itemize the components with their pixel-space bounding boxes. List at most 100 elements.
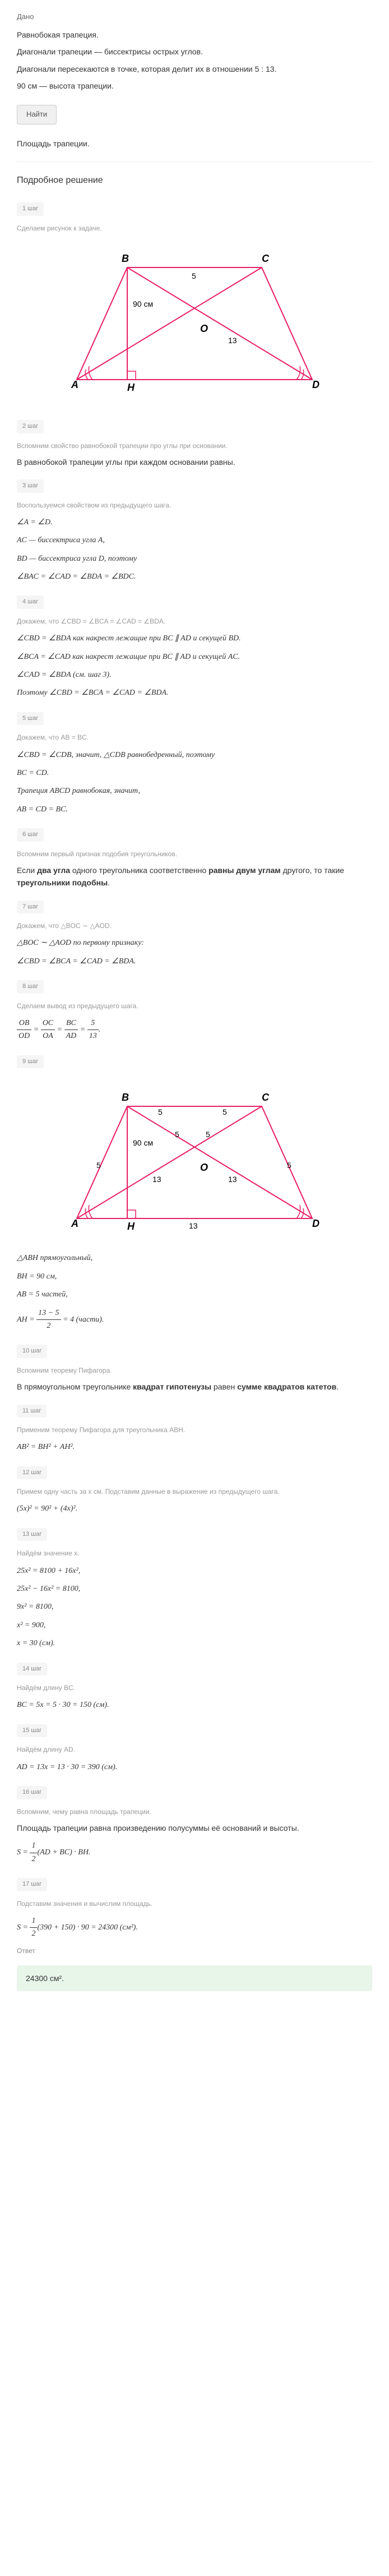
formula: ∠CAD = ∠BDA (см. шаг 3). [17,669,372,681]
svg-text:5: 5 [96,1161,101,1170]
formula: ∠BAC = ∠CAD = ∠BDA = ∠BDC. [17,571,372,583]
formula: AD = 13x = 13 · 30 = 390 (см). [17,1761,372,1774]
svg-text:O: O [200,1162,208,1173]
formula: Поэтому ∠CBD = ∠BCA = ∠CAD = ∠BDA. [17,687,372,699]
step-badge: 9 шаг [17,1055,44,1069]
step-badge: 8 шаг [17,980,44,994]
step-hint: Найдём значение x. [17,1548,372,1559]
formula: AC — биссектриса угла A, [17,534,372,547]
step-hint: Вспомним первый признак подобия треуголь… [17,849,372,860]
given-line: 90 см — высота трапеции. [17,80,372,92]
formula: BD — биссектриса угла D, поэтому [17,553,372,565]
formula: ∠CBD = ∠BCA = ∠CAD = ∠BDA. [17,955,372,968]
step-hint: Докажем, что AB = BC. [17,732,372,743]
step-hint: Воспользуемся свойством из предыдущего ш… [17,500,372,511]
find-button[interactable]: Найти [17,105,57,124]
formula: △BOC ∼ △AOD по первому признаку: [17,937,372,949]
step-hint: Применим теорему Пифагора для треугольни… [17,1425,372,1435]
formula: ∠A = ∠D. [17,516,372,529]
step-badge: 2 шаг [17,420,44,433]
formula: ∠CBD = ∠BDA как накрест лежащие при BC ∥… [17,633,372,645]
step-hint: Вспомним, чему равна площадь трапеции. [17,1807,372,1817]
step-badge: 12 шаг [17,1466,47,1480]
step-badge: 16 шаг [17,1786,47,1799]
formula: AB = 5 частей, [17,1289,372,1301]
step-hint: Сделаем рисунок к задаче. [17,223,372,234]
step-badge: 3 шаг [17,479,44,493]
step-hint: Найдём длину AD. [17,1744,372,1755]
svg-text:13: 13 [228,1175,237,1184]
formula: AB = CD = BC. [17,804,372,816]
formula: S = 12(AD + BC) · BH. [17,1840,372,1866]
svg-text:5: 5 [175,1130,179,1139]
svg-text:O: O [200,323,208,334]
formula: BC = CD. [17,767,372,779]
formula: AB² = BH² + AH². [17,1441,372,1453]
answer-label: Ответ [17,1946,372,1956]
trapezoid-diagram-1: A B C D H O 90 см 5 13 [54,245,335,402]
formula: OBOD = OCOA = BCAD = 513. [17,1017,372,1043]
formula: x = 30 (см). [17,1637,372,1650]
step-hint: Подставим значения и вычислим площадь. [17,1899,372,1909]
formula: BC = 5x = 5 · 30 = 150 (см). [17,1699,372,1711]
svg-text:H: H [127,382,135,393]
step-badge: 13 шаг [17,1528,47,1541]
step-badge: 1 шаг [17,202,44,216]
svg-text:13: 13 [228,336,237,345]
svg-text:13: 13 [152,1175,161,1184]
svg-text:5: 5 [192,271,196,280]
given-line: Равнобокая трапеция. [17,29,372,41]
formula: x² = 900, [17,1619,372,1632]
given-line: Диагонали трапеции — биссектрисы острых … [17,45,372,58]
answer-box: 24300 см². [17,1965,372,1991]
svg-text:90 см: 90 см [133,1138,153,1147]
step-text: Площадь трапеции равна произведению полу… [17,1822,372,1834]
svg-text:5: 5 [223,1107,227,1116]
svg-text:A: A [71,379,78,390]
step-text: В прямоугольном треугольнике квадрат гип… [17,1381,372,1393]
step-badge: 15 шаг [17,1724,47,1738]
step-hint: Докажем, что ∠CBD = ∠BCA = ∠CAD = ∠BDA. [17,616,372,627]
step-badge: 14 шаг [17,1663,47,1676]
step-badge: 10 шаг [17,1345,47,1358]
trapezoid-diagram-2: A B C D H O 90 см 5 5 5 5 13 13 5 5 13 [54,1084,335,1241]
step-hint: Найдём длину BC. [17,1683,372,1693]
step-badge: 6 шаг [17,828,44,842]
svg-text:A: A [71,1218,78,1229]
solution-header: Подробное решение [17,173,372,188]
formula: S = 12(390 + 150) · 90 = 24300 (см²). [17,1915,372,1941]
find-text: Площадь трапеции. [17,137,372,150]
formula: ∠CBD = ∠CDB, значит, △CDB равнобедренный… [17,749,372,761]
step-hint: Вспомним теорему Пифагора. [17,1365,372,1376]
given-line: Диагонали пересекаются в точке, которая … [17,63,372,75]
svg-text:90 см: 90 см [133,299,153,308]
svg-text:C: C [262,253,270,264]
step-hint: Вспомним свойство равнобокой трапеции пр… [17,441,372,451]
svg-text:5: 5 [287,1161,291,1170]
step-hint: Докажем, что △BOC ∼ △AOD. [17,921,372,931]
step-hint: Сделаем вывод из предыдущего шага. [17,1001,372,1012]
divider [17,161,372,162]
step-text: В равнобокой трапеции углы при каждом ос… [17,456,372,468]
step-hint: Примем одну часть за x см. Подставим дан… [17,1486,372,1497]
step-text: Если два угла одного треугольника соотве… [17,864,372,889]
svg-text:B: B [122,253,129,264]
step-badge: 7 шаг [17,901,44,914]
formula: BH = 90 см, [17,1271,372,1283]
step-badge: 11 шаг [17,1405,47,1418]
svg-text:B: B [122,1092,129,1103]
svg-text:5: 5 [206,1130,210,1139]
svg-text:5: 5 [158,1107,163,1116]
formula: Трапеция ABCD равнобокая, значит, [17,785,372,797]
formula: 9x² = 8100, [17,1601,372,1613]
svg-text:C: C [262,1092,270,1103]
step-badge: 17 шаг [17,1878,47,1891]
formula: 25x² − 16x² = 8100, [17,1583,372,1595]
step-badge: 4 шаг [17,595,44,609]
svg-text:D: D [312,379,319,390]
step-badge: 5 шаг [17,712,44,726]
given-label: Дано [17,11,372,23]
svg-text:D: D [312,1218,319,1229]
formula: 25x² = 8100 + 16x², [17,1565,372,1577]
formula: (5x)² = 90² + (4x)². [17,1503,372,1515]
